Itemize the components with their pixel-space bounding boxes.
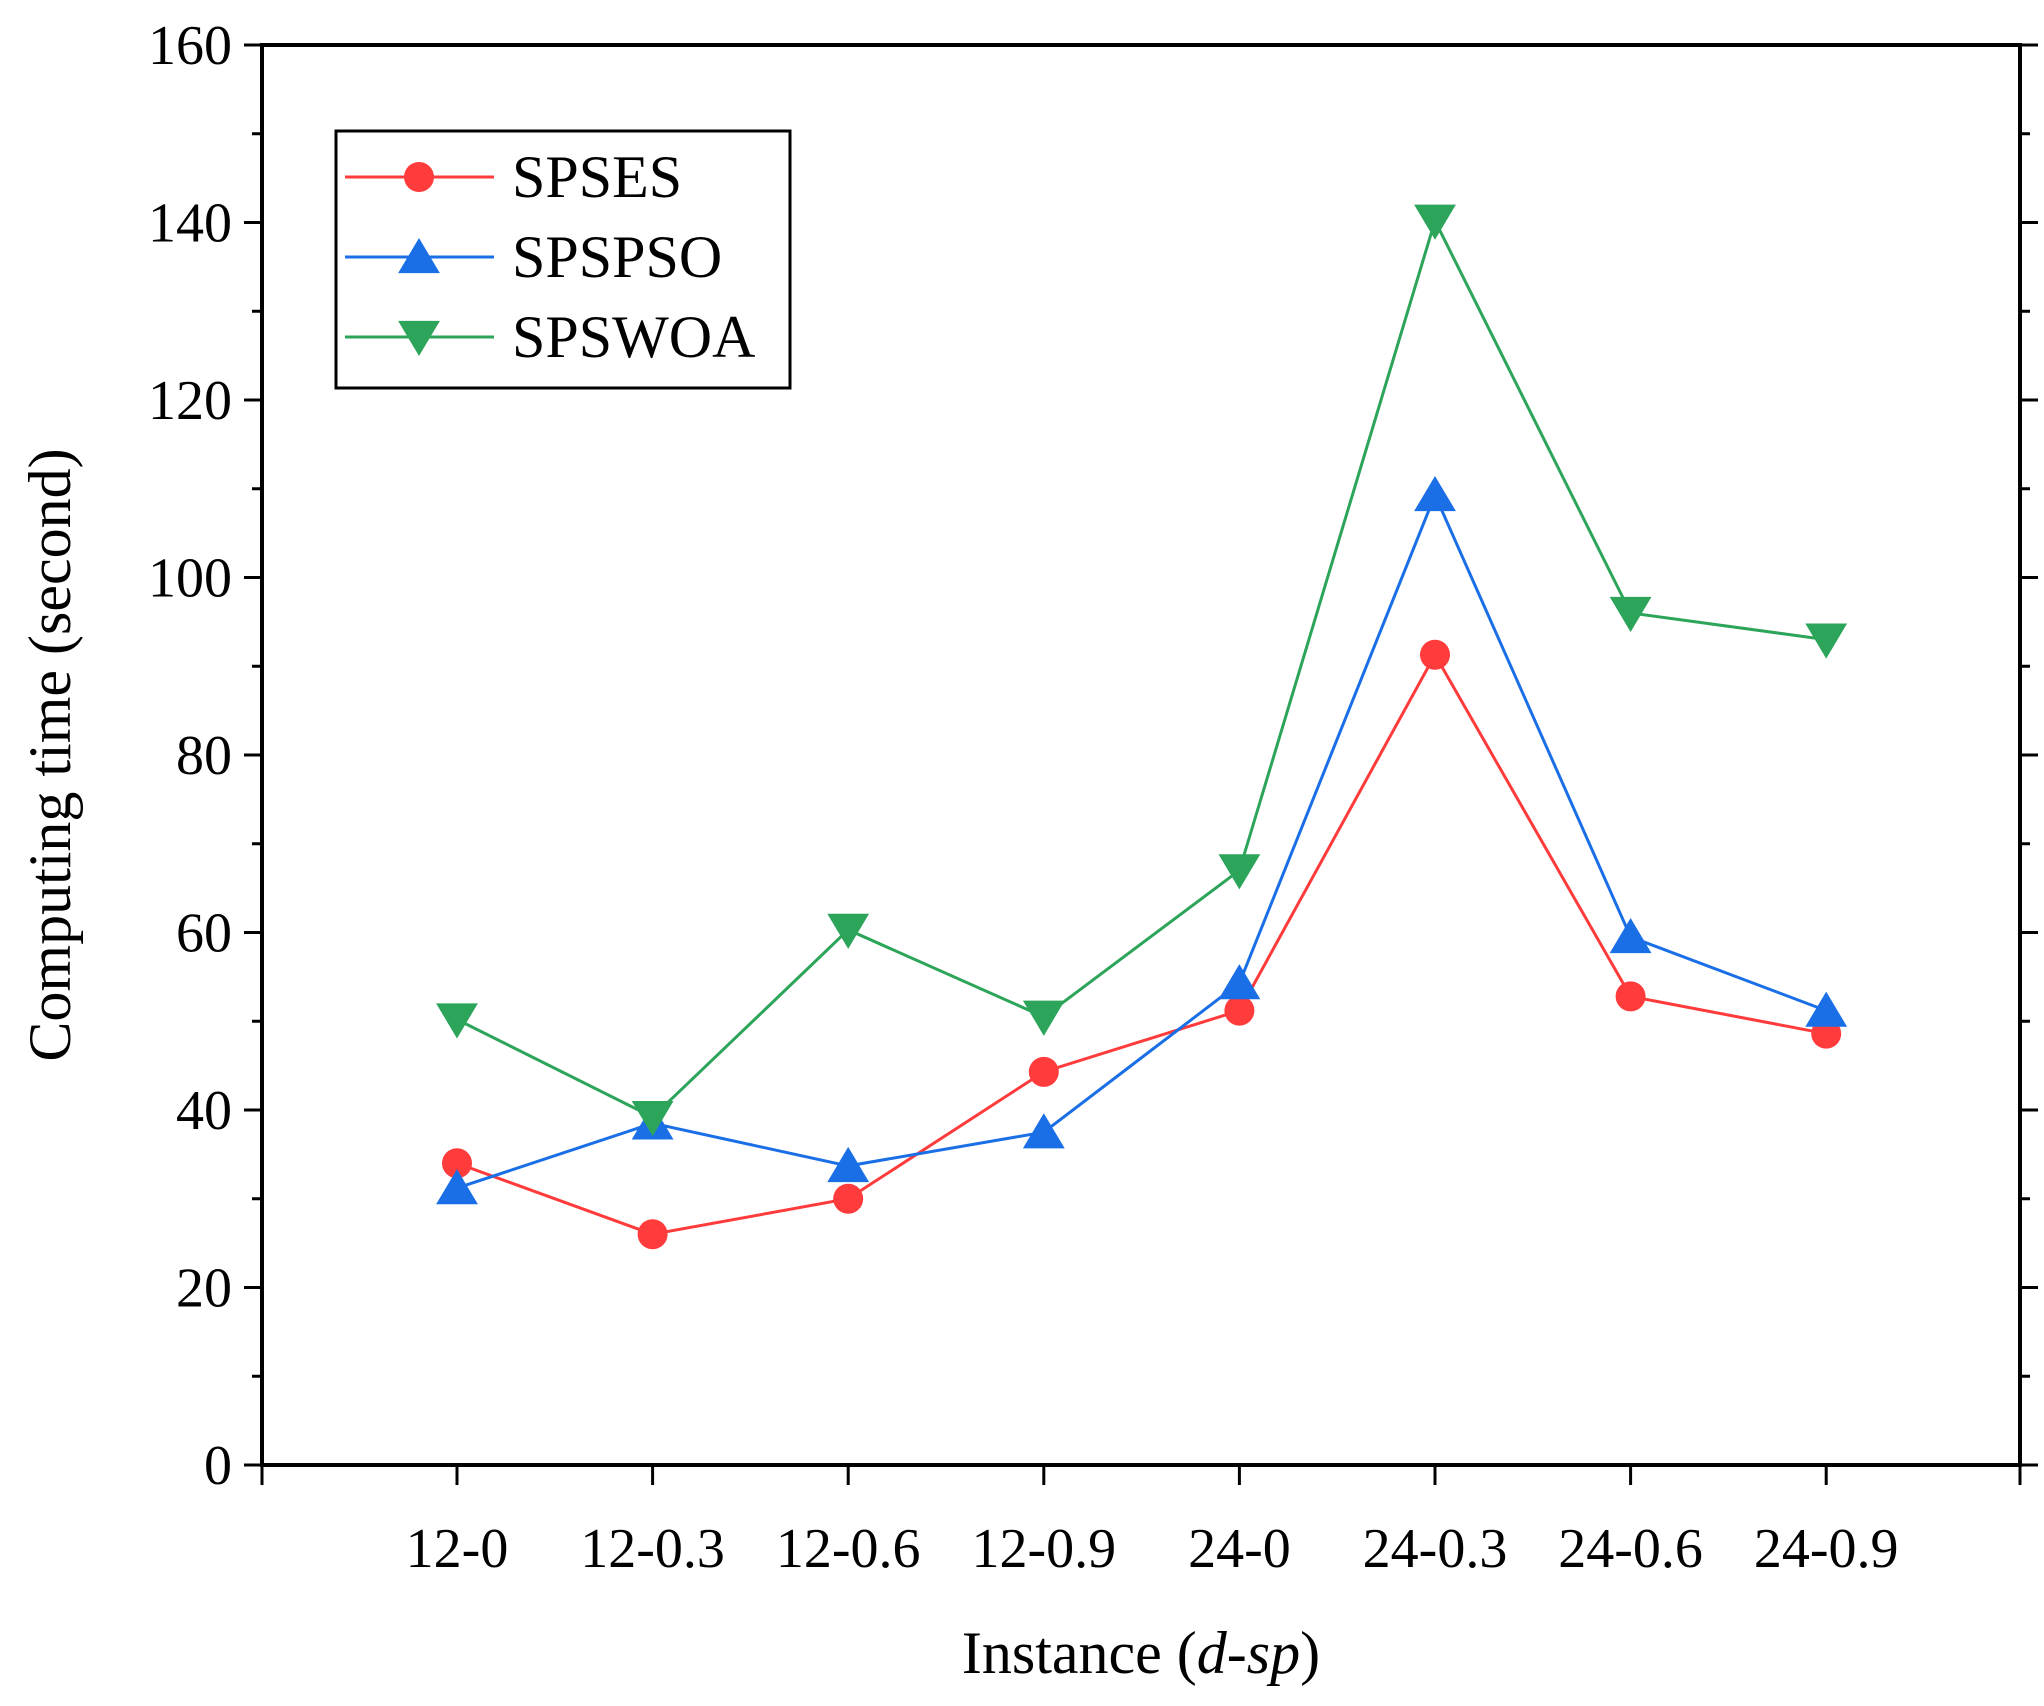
x-tick-label: 12-0 (406, 1518, 509, 1580)
data-point-spses (637, 1219, 668, 1250)
data-point-spswoa (436, 1003, 478, 1039)
data-point-spswoa (631, 1100, 674, 1137)
y-tick-label: 120 (148, 370, 232, 432)
x-axis-title-italic: d-sp (1197, 1620, 1300, 1686)
y-tick-label: 0 (204, 1435, 232, 1497)
data-point-spswoa (1609, 596, 1652, 632)
x-axis-title-suffix: ) (1300, 1620, 1320, 1686)
x-tick-label: 24-0.9 (1754, 1518, 1899, 1580)
data-point-spses (1028, 1056, 1059, 1087)
y-axis-title: Computing time (second) (17, 448, 83, 1061)
legend-label: SPSES (512, 144, 682, 210)
x-tick-label: 24-0.6 (1558, 1518, 1703, 1580)
y-tick-label: 140 (148, 193, 232, 255)
x-tick-label: 24-0 (1188, 1518, 1291, 1580)
x-tick-label: 12-0.3 (580, 1518, 725, 1580)
legend-marker (398, 320, 440, 356)
series-layer (436, 204, 1848, 1250)
y-tick-label: 20 (176, 1258, 232, 1320)
y-tick-label: 160 (148, 15, 232, 77)
data-point-spspso (1022, 1113, 1065, 1149)
legend-marker (398, 238, 440, 274)
data-point-spspso (1218, 964, 1261, 1000)
data-point-spspso (1414, 475, 1456, 512)
y-tick-label: 40 (176, 1080, 232, 1142)
series-line-spswoa (456, 216, 1827, 1119)
data-point-spswoa (1805, 623, 1848, 659)
y-tick-label: 60 (176, 903, 232, 965)
data-point-spses (1420, 639, 1450, 670)
series-spswoa (456, 216, 1827, 1119)
x-axis-title: Instance (d-sp) (962, 1620, 1320, 1686)
series-markers-spswoa (436, 204, 1848, 1137)
y-tick-label: 80 (176, 725, 232, 787)
data-point-spspso (827, 1146, 870, 1183)
legend: SPSES SPSPSO SPSWOA (334, 129, 792, 390)
data-point-spses (1224, 995, 1255, 1026)
x-tick-label: 24-0.3 (1363, 1518, 1508, 1580)
series-spspso (456, 491, 1827, 1190)
legend-label: SPSWOA (512, 304, 755, 370)
legend-marker (404, 162, 434, 192)
data-point-spspso (1609, 917, 1652, 954)
series-line-spses (456, 651, 1827, 1236)
data-point-spses (833, 1183, 864, 1214)
data-point-spses (442, 1148, 472, 1179)
data-point-spses (1615, 981, 1646, 1012)
series-line-spspso (456, 491, 1827, 1190)
legend-label: SPSPSO (512, 224, 722, 290)
x-tick-label: 12-0.6 (776, 1518, 921, 1580)
data-point-spspso (1805, 991, 1848, 1027)
data-point-spswoa (1218, 854, 1261, 890)
y-tick-label: 100 (148, 548, 232, 610)
data-point-spspso (436, 1169, 478, 1205)
x-axis-title-prefix: Instance ( (962, 1620, 1197, 1686)
data-point-spswoa (1022, 1000, 1065, 1036)
data-point-spswoa (1414, 204, 1456, 240)
axes: 0 20 40 60 80 100 120 140 160 12-0 12-0.3 12-0.6 12-… (148, 15, 2038, 1580)
series-spses (456, 651, 1827, 1236)
data-point-spswoa (827, 913, 870, 949)
series-markers-spspso (436, 475, 1848, 1205)
x-tick-label: 12-0.9 (971, 1518, 1116, 1580)
